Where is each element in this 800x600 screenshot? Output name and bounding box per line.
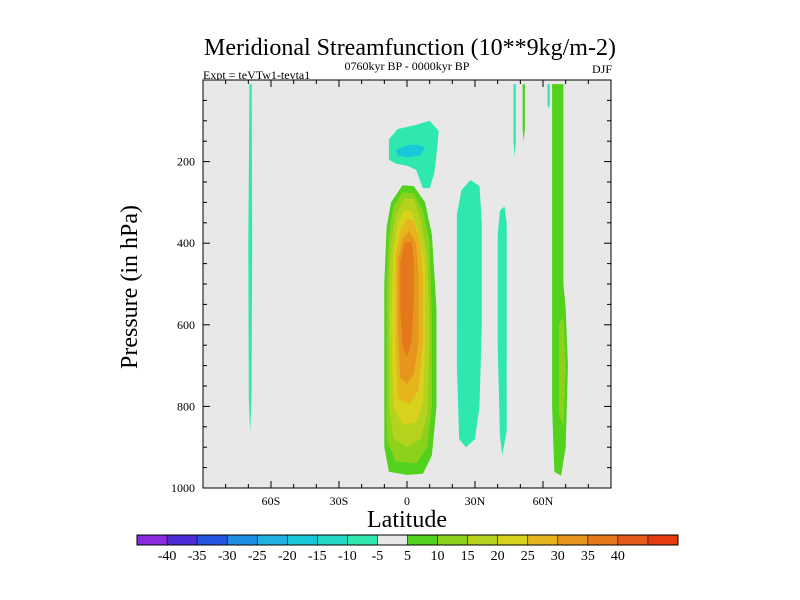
colorbar-label: 40 [611, 549, 625, 564]
colorbar-swatch [617, 535, 649, 545]
colorbar-label: 15 [461, 549, 475, 564]
colorbar-swatch [317, 535, 348, 545]
y-tick-label: 1000 [171, 481, 195, 495]
colorbar-swatch [467, 535, 498, 545]
colorbar-label: -5 [372, 549, 384, 564]
colorbar-label: -20 [278, 549, 297, 564]
colorbar-swatch [377, 535, 408, 545]
colorbar-swatch [527, 535, 559, 545]
y-axis-ticks: 200 400 600 800 1000 [171, 79, 611, 495]
y-tick-label: 800 [177, 399, 195, 413]
region-nh-negative-band-2 [497, 206, 507, 456]
y-tick-label: 600 [177, 318, 195, 332]
colorbar-swatch [287, 535, 318, 545]
region-nh-thin-strip-3 [547, 84, 550, 109]
center-subtitle: 0760kyr BP - 0000kyr BP [345, 59, 470, 73]
colorbar-label: 5 [404, 549, 411, 564]
colorbar-label: 10 [431, 549, 445, 564]
colorbar-label: -30 [218, 549, 237, 564]
colorbar-swatch [557, 535, 589, 545]
colorbar: -40 -35 -30 -25 -20 -15 -10 -5 5 10 15 20 25 30 35 40 [136, 534, 679, 564]
region-tropical-cell-35 [400, 241, 414, 358]
y-tick-label: 200 [177, 155, 195, 169]
colorbar-swatch [167, 535, 198, 545]
region-upper-negative-inner [395, 144, 426, 158]
region-nh-positive-inner [558, 316, 566, 427]
colorbar-label: -35 [188, 549, 207, 564]
right-subtitle: DJF [592, 62, 612, 76]
colorbar-label: -40 [158, 549, 177, 564]
x-tick-label: 60N [533, 494, 554, 508]
x-tick-label: 60S [262, 494, 281, 508]
colorbar-swatch [437, 535, 468, 545]
colorbar-label: -25 [248, 549, 267, 564]
x-axis-label: Latitude [367, 507, 447, 533]
colorbar-swatch [257, 535, 288, 545]
colorbar-swatch [227, 535, 258, 545]
colorbar-swatch [407, 535, 438, 545]
left-subtitle: Expt = teVTw1-tevta1 [203, 68, 310, 82]
colorbar-label: 30 [551, 549, 565, 564]
region-nh-thin-strip-1 [513, 84, 516, 158]
x-tick-label: 0 [404, 494, 410, 508]
y-axis-label: Pressure (in hPa) [117, 205, 143, 369]
contour-regions [248, 84, 568, 476]
colorbar-label: 35 [581, 549, 595, 564]
chart-title: Meridional Streamfunction (10**9kg/m-2) [204, 35, 616, 61]
colorbar-swatch [587, 535, 619, 545]
colorbar-swatch [647, 535, 679, 545]
x-tick-label: 30N [465, 494, 486, 508]
colorbar-swatch [137, 535, 168, 545]
colorbar-label: -10 [338, 549, 357, 564]
region-south-polar-band [248, 84, 253, 433]
y-tick-label: 400 [177, 236, 195, 250]
colorbar-label: 20 [491, 549, 505, 564]
x-tick-label: 30S [330, 494, 349, 508]
colorbar-swatch [197, 535, 228, 545]
colorbar-label: -15 [308, 549, 327, 564]
colorbar-label: 25 [521, 549, 535, 564]
region-nh-thin-strip-2 [522, 84, 525, 142]
colorbar-swatch [497, 535, 529, 545]
x-axis-ticks: 60S 30S 0 30N 60N [202, 80, 612, 508]
colorbar-swatch [347, 535, 378, 545]
region-nh-negative-band-1 [456, 180, 482, 448]
